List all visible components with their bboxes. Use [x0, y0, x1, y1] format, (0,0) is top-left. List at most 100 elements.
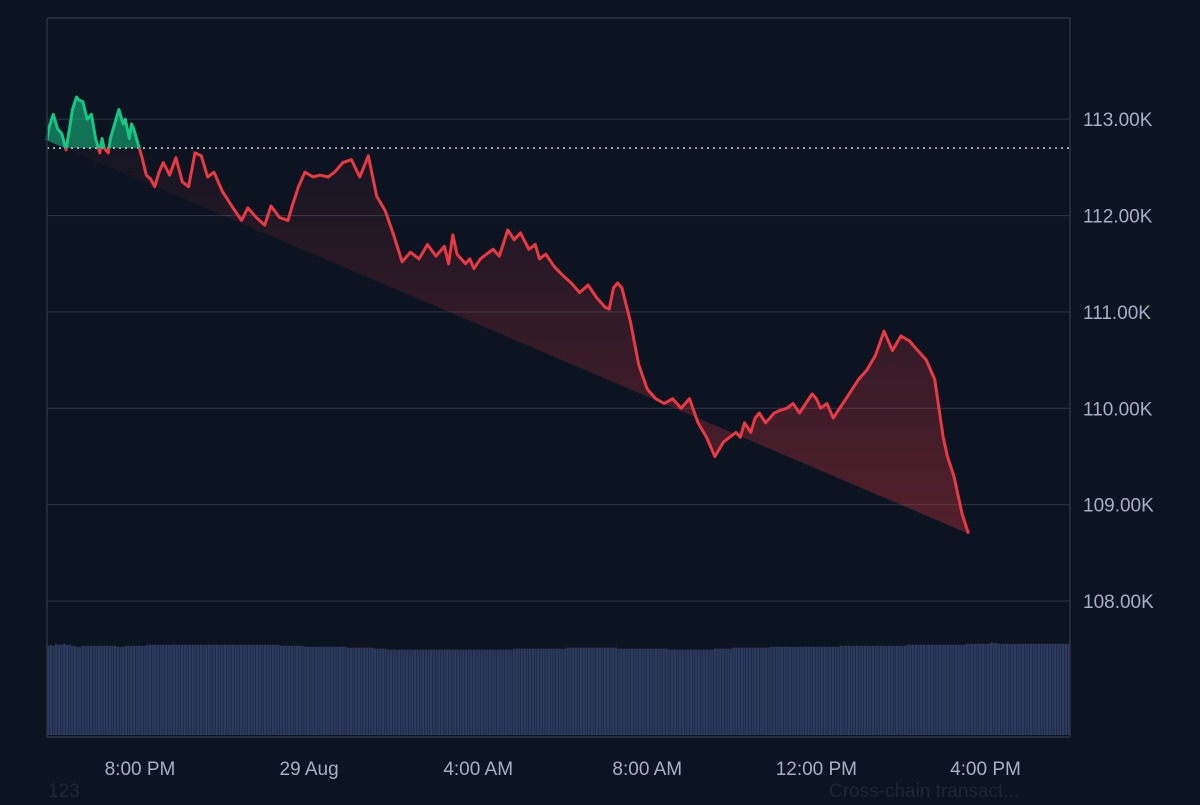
- volume-bar: [127, 645, 130, 735]
- volume-bar: [1016, 643, 1019, 735]
- volume-bar: [416, 649, 419, 735]
- volume-bar: [354, 647, 358, 735]
- volume-bar: [183, 644, 186, 735]
- volume-bar: [494, 649, 497, 735]
- volume-bar: [612, 647, 615, 735]
- volume-bar: [454, 649, 457, 735]
- volume-bar: [670, 649, 674, 735]
- volume-bar: [590, 647, 593, 735]
- volume-bar: [834, 646, 837, 735]
- volume-bar: [462, 649, 465, 735]
- volume-bar: [863, 645, 867, 735]
- volume-bar: [810, 646, 813, 735]
- volume-bar: [456, 649, 460, 735]
- volume-bar: [427, 649, 430, 735]
- volume-bar: [759, 647, 762, 735]
- volume-bar: [448, 649, 452, 735]
- volume-bar: [282, 645, 285, 735]
- volume-bar: [365, 647, 369, 735]
- volume-bar: [73, 645, 77, 735]
- volume-bar: [1019, 643, 1022, 735]
- volume-bar: [491, 649, 494, 735]
- volume-bar: [638, 648, 642, 735]
- volume-bar: [105, 645, 109, 735]
- volume-bar: [756, 647, 760, 735]
- volume-bar: [459, 649, 462, 735]
- volume-bar: [237, 644, 240, 735]
- volume-bar: [221, 644, 224, 735]
- volume-bar: [729, 648, 733, 735]
- volume-bar: [247, 644, 251, 735]
- volume-bar: [625, 648, 628, 735]
- volume-bar: [239, 644, 243, 735]
- volume-bar: [113, 645, 117, 735]
- volume-bar: [1053, 643, 1057, 735]
- volume-bar: [598, 647, 601, 735]
- volume-bar: [928, 644, 931, 735]
- volume-bar: [724, 648, 727, 735]
- volume-bar: [952, 644, 955, 735]
- volume-bar: [1008, 643, 1011, 735]
- volume-bar: [587, 647, 591, 735]
- volume-bar: [676, 649, 679, 735]
- x-tick-label: 4:00 AM: [443, 759, 513, 780]
- volume-bar: [403, 649, 406, 735]
- volume-bar: [652, 648, 655, 735]
- volume-bar: [325, 646, 328, 735]
- volume-bar: [146, 644, 149, 735]
- volume-bar: [424, 649, 427, 735]
- volume-bar: [400, 649, 403, 735]
- volume-bar: [992, 642, 995, 735]
- volume-bar: [566, 647, 569, 735]
- volume-bar: [802, 646, 805, 735]
- volume-bar: [981, 643, 984, 735]
- volume-bar: [828, 646, 832, 735]
- volume-bar: [301, 645, 304, 735]
- volume-bar: [657, 648, 660, 735]
- volume-bar: [936, 644, 939, 735]
- volume-bar: [885, 645, 888, 735]
- volume-bar: [336, 646, 339, 735]
- volume-bar: [180, 644, 184, 735]
- volume-bar: [304, 646, 307, 735]
- volume-bar: [831, 646, 834, 735]
- volume-bar: [429, 649, 433, 735]
- volume-bar: [973, 643, 976, 735]
- volume-bar: [668, 649, 671, 735]
- y-tick-label: 112.00K: [1083, 207, 1153, 228]
- volume-bar: [499, 649, 502, 735]
- volume-bar: [293, 645, 296, 735]
- volume-bar: [384, 648, 387, 735]
- volume-bar: [199, 644, 202, 735]
- volume-bar: [679, 649, 682, 735]
- volume-bar: [529, 648, 532, 735]
- volume-bar: [970, 643, 974, 735]
- volume-bar: [783, 646, 786, 735]
- volume-bar: [737, 647, 741, 735]
- footer-right-text[interactable]: Cross-chain transact...: [829, 781, 1020, 802]
- volume-bar: [703, 649, 706, 735]
- volume-bar: [352, 647, 355, 735]
- volume-bar: [665, 648, 668, 735]
- volume-bar: [446, 649, 449, 735]
- volume-bar: [1064, 643, 1067, 735]
- y-axis-labels: 108.00K 109.00K 110.00K 111.00K 112.00K 113.0…: [1083, 110, 1154, 613]
- volume-bar: [338, 646, 342, 735]
- volume-bar: [164, 644, 168, 735]
- volume-bar: [820, 646, 824, 735]
- volume-bar: [255, 644, 259, 735]
- volume-bar: [579, 647, 583, 735]
- volume-bar: [167, 644, 170, 735]
- volume-bar: [151, 644, 154, 735]
- volume-bar: [906, 644, 909, 735]
- volume-bar: [363, 647, 366, 735]
- volume-bar: [550, 648, 553, 735]
- volume-bar: [63, 643, 66, 735]
- volume-bar: [807, 646, 810, 735]
- volume-bar: [84, 645, 87, 735]
- volume-bar: [1013, 643, 1017, 735]
- volume-bar: [261, 644, 264, 735]
- volume-bar: [649, 648, 652, 735]
